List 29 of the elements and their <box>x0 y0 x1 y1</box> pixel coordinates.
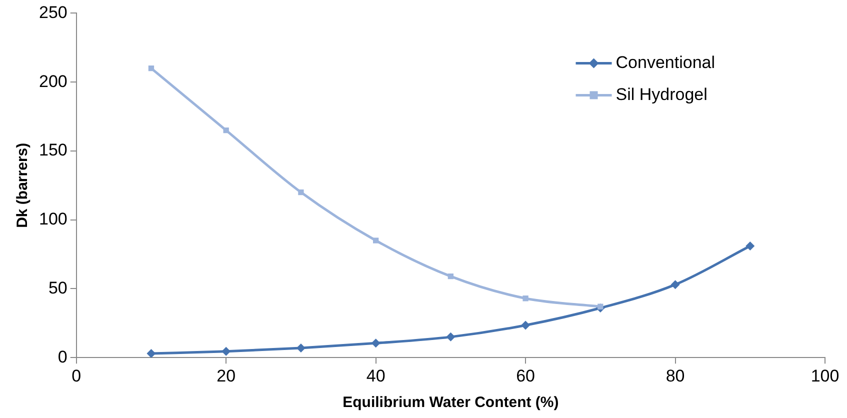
point <box>223 127 229 134</box>
point <box>598 304 604 310</box>
y-tick-label: 100 <box>38 210 68 229</box>
y-tick-label: 0 <box>58 347 68 366</box>
x-tick-label: 40 <box>366 366 386 386</box>
legend-label: Conventional <box>616 52 716 72</box>
x-tick-label: 100 <box>810 366 840 386</box>
point <box>372 238 379 244</box>
point <box>521 320 530 330</box>
x-tick-label: 60 <box>516 366 536 386</box>
y-tick-label: 150 <box>38 140 68 160</box>
point <box>448 273 454 280</box>
x-tick-label: 80 <box>666 366 685 386</box>
legend-label: Sil Hydrogel <box>616 84 708 104</box>
point <box>146 348 156 358</box>
point <box>298 189 304 196</box>
point <box>746 242 755 251</box>
point <box>371 338 380 348</box>
y-axis-title: Dk (barrers) <box>14 142 32 228</box>
y-tick-label: 200 <box>38 72 68 91</box>
y-tick-label: 50 <box>48 278 68 298</box>
point <box>446 332 456 342</box>
y-tick-label: 250 <box>38 2 68 22</box>
x-axis-title: Equilibrium Water Content (%) <box>342 394 559 412</box>
x-tick-label: 0 <box>72 366 82 386</box>
point <box>522 296 528 302</box>
point <box>148 65 154 72</box>
x-tick-label: 20 <box>216 366 236 386</box>
point <box>670 280 680 290</box>
